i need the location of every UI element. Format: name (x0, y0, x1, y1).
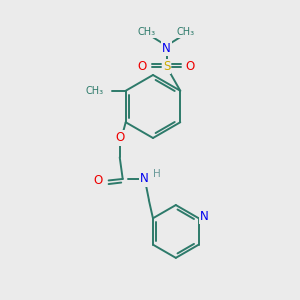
Text: H: H (153, 169, 161, 179)
Text: S: S (163, 60, 170, 73)
Text: N: N (162, 41, 171, 55)
Text: O: O (115, 131, 124, 144)
Text: O: O (94, 174, 103, 187)
Text: O: O (186, 60, 195, 73)
Text: N: N (200, 210, 209, 223)
Text: CH₃: CH₃ (138, 27, 156, 38)
Text: N: N (140, 172, 149, 185)
Text: CH₃: CH₃ (86, 86, 104, 96)
Text: CH₃: CH₃ (177, 27, 195, 38)
Text: O: O (138, 60, 147, 73)
